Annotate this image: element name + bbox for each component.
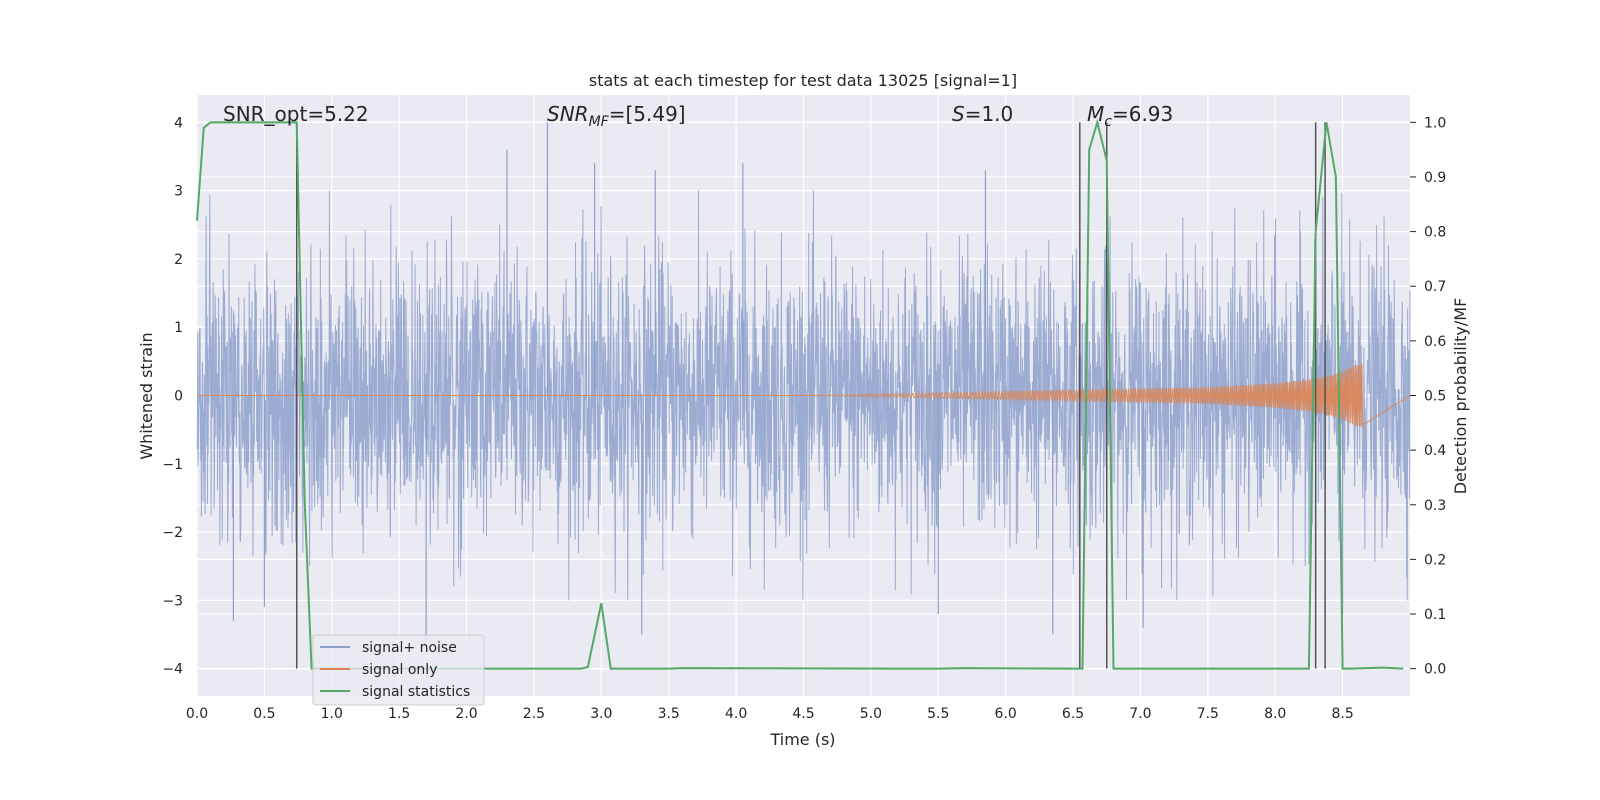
y-tick-label: 0 xyxy=(174,389,183,405)
x-tick-label: 7.5 xyxy=(1197,706,1219,722)
annotation-mc: Mc=6.93 xyxy=(1087,102,1173,130)
x-tick-label: 2.0 xyxy=(455,706,477,722)
y-right-axis-label: Detection probability/MF xyxy=(1451,298,1470,495)
x-tick-label: 6.0 xyxy=(995,706,1017,722)
y-tick-label: 2 xyxy=(174,252,183,268)
y-right-tick-label: 0.4 xyxy=(1424,443,1446,459)
x-tick-label: 0.5 xyxy=(253,706,275,722)
y-tick-label: −3 xyxy=(162,593,183,609)
x-axis-label: Time (s) xyxy=(769,730,835,749)
annotation-snr-mf-value: =[5.49] xyxy=(609,102,686,126)
x-tick-label: 1.5 xyxy=(388,706,410,722)
y-tick-label: 1 xyxy=(174,320,183,336)
x-tick-label: 8.5 xyxy=(1331,706,1353,722)
x-tick-label: 4.0 xyxy=(725,706,747,722)
x-tick-label: 6.5 xyxy=(1062,706,1084,722)
legend-label-noise: signal+ noise xyxy=(362,640,457,656)
y-right-tick-label: 0.1 xyxy=(1424,607,1446,623)
y-right-tick-label: 0.3 xyxy=(1424,498,1446,514)
x-tick-label: 4.5 xyxy=(792,706,814,722)
x-tick-label: 1.0 xyxy=(321,706,343,722)
annotation-mc-value: =6.93 xyxy=(1112,102,1173,126)
x-tick-label: 5.0 xyxy=(860,706,882,722)
x-ticks: 0.0 0.5 1.0 1.5 2.0 2.5 3.0 3.5 4.0 4.5 5.0 5.5 6.0 6… xyxy=(186,706,1354,722)
y-right-tick-label: 1.0 xyxy=(1424,115,1446,131)
annotation-s: S=1.0 xyxy=(952,102,1013,126)
y-tick-label: −2 xyxy=(162,525,183,541)
chart-title: stats at each timestep for test data 130… xyxy=(589,71,1017,90)
y-tick-label: −1 xyxy=(162,457,183,473)
annotation-s-main: S xyxy=(952,102,965,126)
legend-box xyxy=(312,634,485,706)
y-ticks: 4 3 2 1 0 −1 −2 −3 −4 xyxy=(162,115,183,677)
annotation-s-value: =1.0 xyxy=(965,102,1014,126)
x-tick-label: 2.5 xyxy=(523,706,545,722)
y-right-tick-label: 0.2 xyxy=(1424,552,1446,568)
annotation-snr-mf-sub: MF xyxy=(589,114,610,130)
series-signal-only xyxy=(197,363,1411,429)
x-tick-label: 3.5 xyxy=(658,706,680,722)
y-axis-label: Whitened strain xyxy=(137,332,156,459)
y-tick-label: 3 xyxy=(174,184,183,200)
plot-area xyxy=(196,118,1411,670)
legend-label-signal: signal only xyxy=(362,662,437,678)
y-tick-label: −4 xyxy=(162,662,183,678)
y-right-tick-label: 0.5 xyxy=(1424,389,1446,405)
annotation-snr-mf-main: SNR xyxy=(547,102,589,126)
legend: signal+ noise signal only signal statist… xyxy=(312,634,485,706)
x-tick-label: 5.5 xyxy=(927,706,949,722)
series-signal-noise xyxy=(196,190,1411,601)
y-right-tick-label: 0.9 xyxy=(1424,170,1446,186)
annotation-mc-main: M xyxy=(1087,102,1104,126)
x-tick-label: 3.0 xyxy=(590,706,612,722)
y-right-ticks: 1.0 0.9 0.8 0.7 0.6 0.5 0.4 0.3 0.2 0.1 0.0 xyxy=(1410,115,1446,678)
annotation-mc-sub: c xyxy=(1104,114,1112,130)
x-tick-label: 7.0 xyxy=(1129,706,1151,722)
x-tick-label: 0.0 xyxy=(186,706,208,722)
y-right-tick-label: 0.8 xyxy=(1424,225,1446,241)
x-tick-label: 8.0 xyxy=(1264,706,1286,722)
y-tick-label: 4 xyxy=(174,115,183,131)
annotation-snr-mf: SNRMF=[5.49] xyxy=(547,102,686,130)
legend-label-statistics: signal statistics xyxy=(362,684,470,700)
series-signal-statistics xyxy=(196,118,1404,670)
annotation-snr-opt: SNR_opt=5.22 xyxy=(223,102,369,126)
y-right-tick-label: 0.7 xyxy=(1424,279,1446,295)
y-right-tick-label: 0.6 xyxy=(1424,334,1446,350)
y-right-tick-label: 0.0 xyxy=(1424,662,1446,678)
